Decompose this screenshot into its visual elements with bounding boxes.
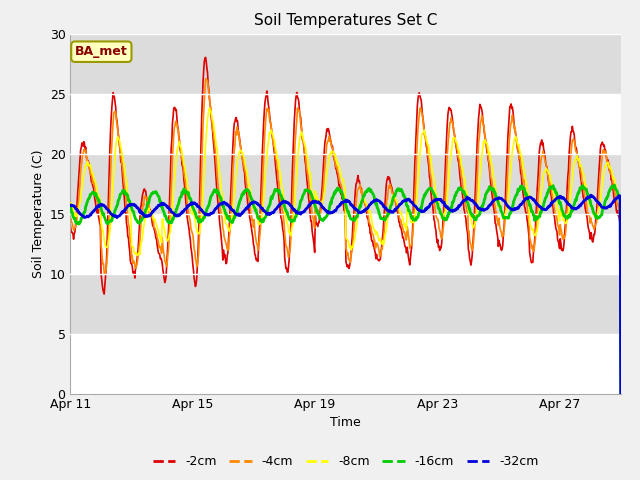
Legend: -2cm, -4cm, -8cm, -16cm, -32cm: -2cm, -4cm, -8cm, -16cm, -32cm [148, 450, 543, 473]
Title: Soil Temperatures Set C: Soil Temperatures Set C [254, 13, 437, 28]
X-axis label: Time: Time [330, 416, 361, 429]
Y-axis label: Soil Temperature (C): Soil Temperature (C) [33, 149, 45, 278]
Bar [70, 274, 621, 334]
Bar [70, 154, 621, 214]
Bar [70, 34, 621, 94]
Text: BA_met: BA_met [75, 45, 128, 58]
